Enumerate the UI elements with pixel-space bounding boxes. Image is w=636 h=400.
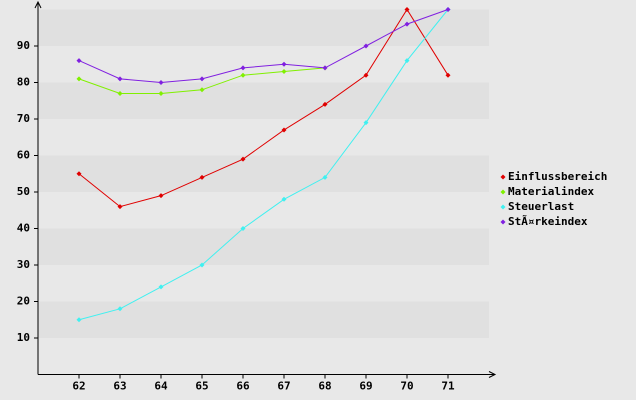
- y-tick-label: 70: [17, 112, 30, 125]
- point: [199, 174, 205, 180]
- point: [76, 317, 82, 323]
- y-tick-label: 50: [17, 185, 30, 198]
- point: [199, 87, 205, 93]
- legend-marker: [500, 219, 506, 225]
- point: [117, 90, 123, 96]
- legend-marker: [500, 204, 506, 210]
- grid-band: [38, 9, 489, 46]
- point: [199, 76, 205, 82]
- point: [76, 171, 82, 177]
- point: [158, 284, 164, 290]
- point: [404, 58, 410, 64]
- grid-band: [38, 82, 489, 119]
- point: [281, 127, 287, 133]
- point: [404, 21, 410, 27]
- y-axis-arrow: [34, 0, 42, 9]
- x-tick-label: 63: [113, 380, 126, 393]
- point: [240, 72, 246, 78]
- x-tick-label: 70: [400, 380, 413, 393]
- point: [404, 7, 410, 12]
- y-tick-label: 10: [17, 331, 30, 344]
- x-tick-label: 64: [154, 380, 168, 393]
- point: [76, 76, 82, 82]
- point: [158, 90, 164, 96]
- legend-label: Materialindex: [508, 185, 594, 198]
- point: [158, 193, 164, 199]
- grid-band: [38, 228, 489, 265]
- legend-label: Steuerlast: [508, 200, 574, 213]
- series-line: [78, 9, 449, 321]
- x-tick-label: 65: [195, 380, 208, 393]
- grid-band: [38, 192, 489, 229]
- point: [240, 226, 246, 231]
- point: [117, 306, 123, 312]
- point: [445, 72, 451, 78]
- y-tick-label: 60: [17, 149, 30, 162]
- y-tick-label: 90: [17, 39, 30, 52]
- point: [281, 61, 287, 67]
- x-tick-label: 67: [277, 380, 290, 393]
- point: [240, 156, 246, 162]
- grid-band: [38, 265, 489, 302]
- point: [363, 43, 369, 49]
- y-tick-label: 30: [17, 258, 30, 271]
- grid-band: [38, 46, 489, 83]
- point: [117, 76, 123, 82]
- grid-band: [38, 301, 489, 338]
- point: [363, 120, 369, 126]
- point: [322, 101, 328, 107]
- point: [281, 69, 287, 75]
- legend-label: Einflussbereich: [508, 170, 607, 183]
- y-tick-label: 20: [17, 295, 30, 308]
- x-tick-label: 71: [441, 380, 455, 393]
- point: [322, 65, 328, 71]
- x-tick-label: 68: [318, 380, 331, 393]
- point: [363, 72, 369, 78]
- grid-band: [38, 338, 489, 375]
- point: [76, 58, 82, 64]
- point: [445, 7, 451, 12]
- legend-marker: [500, 174, 506, 180]
- y-tick-label: 80: [17, 76, 30, 89]
- x-axis-arrow: [488, 371, 497, 378]
- point: [240, 65, 246, 71]
- x-tick-label: 66: [236, 380, 250, 393]
- point: [117, 204, 123, 210]
- grid-band: [38, 155, 489, 192]
- x-tick-label: 62: [72, 380, 85, 393]
- point: [281, 196, 287, 202]
- x-tick-label: 69: [359, 380, 372, 393]
- grid-band: [38, 119, 489, 156]
- point: [158, 80, 164, 85]
- point: [322, 174, 328, 180]
- legend-label: StÃ¤rkeindex: [508, 215, 588, 228]
- y-tick-label: 40: [17, 222, 30, 235]
- series-line: [78, 8, 449, 208]
- legend-marker: [500, 189, 506, 195]
- series-line: [78, 9, 449, 84]
- point: [199, 262, 205, 268]
